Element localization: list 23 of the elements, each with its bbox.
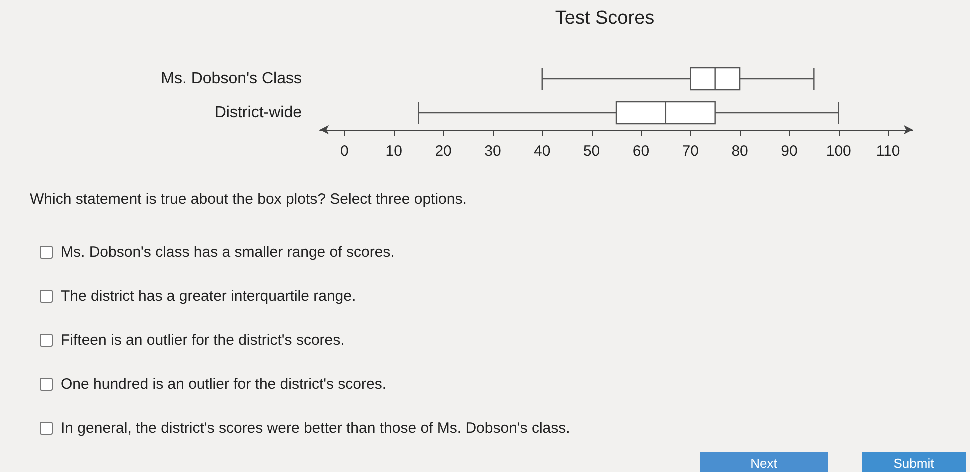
next-button: Next <box>700 452 828 472</box>
text: Ms. Dobson's class has a smaller range of scores. <box>61 244 395 261</box>
x-tick-label: 100 <box>826 143 852 160</box>
x-tick-label: 0 <box>340 143 349 160</box>
submit-button: Submit <box>862 452 966 472</box>
x-tick-label: 60 <box>632 143 650 160</box>
chart-title: Test Scores <box>555 8 655 29</box>
text: Which statement is true about the box plots? Select three options. <box>30 191 467 208</box>
text: Fifteen is an outlier for the district's scores. <box>61 332 345 349</box>
text: In general, the district's scores were better than those of Ms. Dobson's class. <box>61 420 570 437</box>
y-tick-label: District-wide <box>214 104 302 122</box>
x-tick-label: 50 <box>583 143 600 160</box>
x-tick-label: 70 <box>682 143 699 160</box>
x-tick-label: 90 <box>781 143 798 160</box>
x-tick-label: 20 <box>435 143 452 160</box>
text: The district has a greater interquartile range. <box>61 288 356 305</box>
x-tick-label: 110 <box>876 143 900 160</box>
text: One hundred is an outlier for the district's scores. <box>61 376 387 393</box>
x-tick-label: 40 <box>534 143 551 160</box>
x-tick-label: 30 <box>484 143 502 160</box>
y-tick-label: Ms. Dobson's Class <box>161 70 302 88</box>
x-tick-label: 10 <box>386 143 402 160</box>
x-tick-label: 80 <box>732 143 748 160</box>
